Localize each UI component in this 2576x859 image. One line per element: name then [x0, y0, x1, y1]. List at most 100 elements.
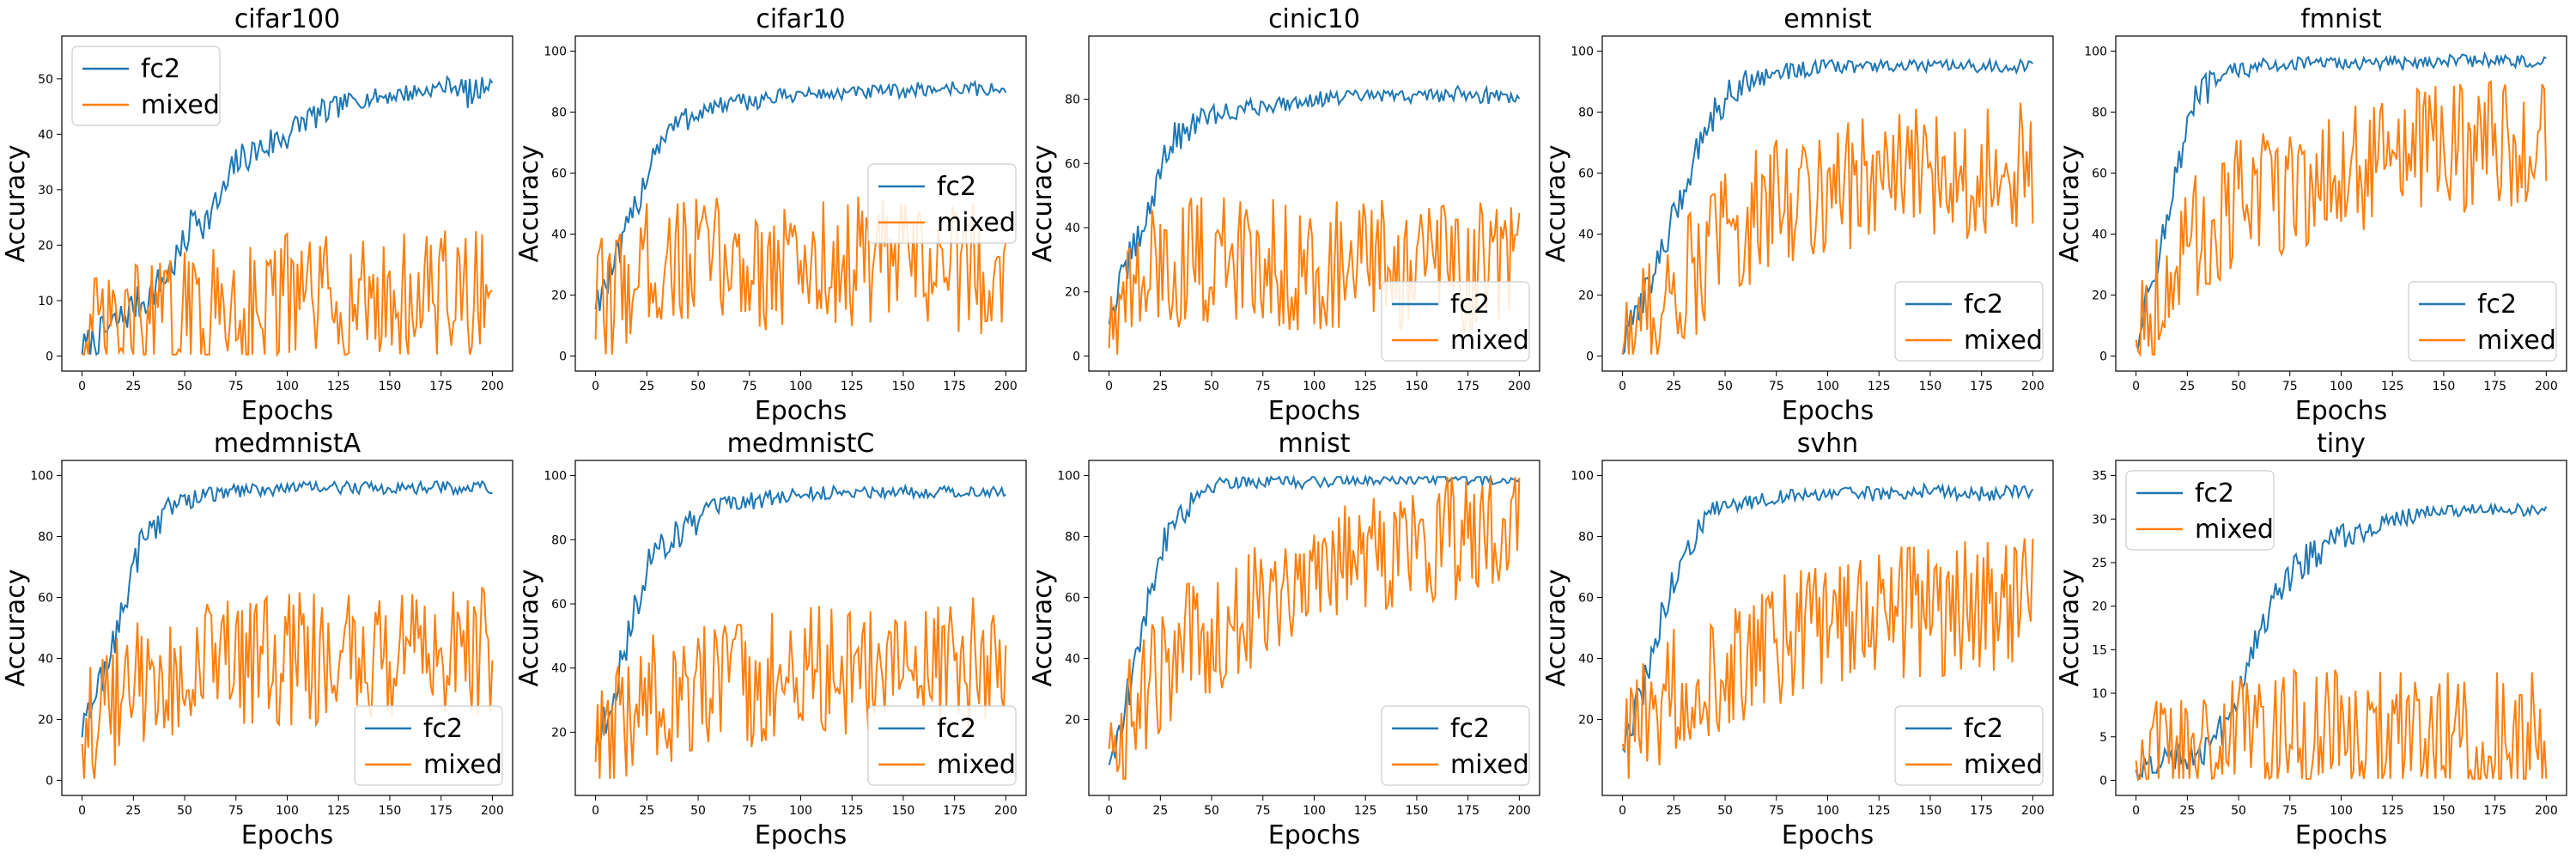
y-tick-label: 100 — [1571, 470, 1594, 484]
y-tick-label: 80 — [38, 531, 53, 545]
panel-mnist: mnist 0 25 50 75 100 125 150 175 200 20 40 60 80 100 Ep… — [1028, 429, 1540, 850]
x-tick-label: 150 — [1919, 804, 1942, 818]
legend-label-mixed: mixed — [937, 750, 1016, 780]
y-tick-label: 25 — [2092, 557, 2107, 570]
x-tick-label: 25 — [125, 380, 141, 393]
x-tick-label: 50 — [177, 380, 192, 393]
x-tick-label: 75 — [2282, 804, 2298, 818]
x-tick-label: 200 — [994, 804, 1018, 818]
x-tick-label: 25 — [2179, 804, 2195, 818]
x-axis-label: Epochs — [2295, 820, 2388, 850]
x-tick-label: 175 — [2483, 380, 2506, 393]
x-tick-label: 50 — [690, 804, 706, 818]
y-tick-label: 60 — [1065, 157, 1080, 171]
x-tick-label: 200 — [481, 380, 504, 393]
x-tick-label: 125 — [327, 804, 350, 818]
y-tick-label: 80 — [1065, 531, 1080, 545]
x-tick-label: 150 — [892, 804, 915, 818]
y-tick-label: 40 — [2092, 228, 2107, 241]
y-tick-label: 20 — [551, 726, 567, 740]
x-tick-label: 100 — [1303, 804, 1326, 818]
y-tick-label: 20 — [1065, 713, 1080, 727]
x-tick-label: 75 — [742, 804, 757, 818]
x-tick-label: 50 — [1717, 380, 1733, 393]
x-tick-label: 75 — [228, 804, 244, 818]
series-line-fc2 — [1621, 481, 2034, 754]
y-tick-label: 15 — [2092, 643, 2107, 657]
legend-label-mixed: mixed — [2195, 515, 2274, 545]
x-tick-label: 100 — [1303, 380, 1326, 393]
x-tick-label: 50 — [2231, 380, 2246, 393]
series-line-mixed — [1621, 102, 2034, 355]
x-tick-label: 25 — [639, 804, 654, 818]
series-line-fc2 — [2135, 51, 2547, 350]
y-tick-label: 20 — [38, 713, 53, 727]
panel-cifar100: cifar100 0 25 50 75 100 125 150 175 200 0 10 20 30 40 5… — [1, 4, 513, 426]
y-tick-label: 0 — [46, 350, 53, 363]
legend-label-mixed: mixed — [2477, 326, 2556, 356]
x-tick-label: 25 — [1152, 380, 1168, 393]
x-axis-label: Epochs — [241, 820, 334, 850]
x-tick-label: 125 — [1868, 804, 1891, 818]
x-tick-label: 150 — [2433, 804, 2456, 818]
legend-label-mixed: mixed — [1964, 750, 2043, 780]
x-tick-label: 25 — [2179, 380, 2195, 393]
y-axis-label: Accuracy — [514, 145, 544, 263]
x-tick-label: 175 — [1970, 380, 1993, 393]
x-tick-label: 25 — [125, 804, 141, 818]
legend-label-mixed: mixed — [1964, 326, 2043, 356]
y-tick-label: 60 — [38, 592, 53, 606]
y-tick-label: 80 — [551, 533, 567, 547]
x-tick-label: 75 — [228, 380, 244, 393]
series-line-mixed — [1108, 197, 1521, 355]
y-tick-label: 50 — [38, 73, 53, 87]
x-tick-label: 100 — [2330, 804, 2353, 818]
x-tick-label: 100 — [1816, 804, 1839, 818]
y-tick-label: 30 — [38, 184, 53, 198]
y-tick-label: 80 — [1065, 94, 1080, 107]
x-tick-label: 0 — [592, 380, 599, 393]
y-tick-label: 0 — [46, 774, 53, 788]
legend-label-fc2: fc2 — [1450, 714, 1490, 744]
x-tick-label: 50 — [1204, 380, 1219, 393]
x-tick-label: 175 — [429, 804, 453, 818]
legend-label-fc2: fc2 — [1964, 289, 2003, 320]
x-tick-label: 0 — [1619, 804, 1626, 818]
x-tick-label: 125 — [1868, 380, 1891, 393]
y-tick-label: 40 — [1578, 228, 1594, 241]
x-tick-label: 100 — [276, 380, 299, 393]
x-tick-label: 100 — [789, 804, 812, 818]
y-tick-label: 20 — [1578, 289, 1594, 302]
x-tick-label: 150 — [379, 804, 402, 818]
x-tick-label: 75 — [1769, 380, 1784, 393]
x-tick-label: 150 — [1406, 380, 1429, 393]
x-tick-label: 200 — [994, 380, 1018, 393]
y-tick-label: 100 — [544, 470, 567, 484]
y-tick-label: 80 — [551, 107, 567, 120]
x-tick-label: 0 — [2132, 804, 2140, 818]
panel-title: mnist — [1279, 429, 1351, 459]
legend-label-mixed: mixed — [423, 750, 502, 780]
panel-title: cinic10 — [1268, 4, 1360, 34]
x-tick-label: 25 — [1666, 804, 1681, 818]
x-tick-label: 75 — [1769, 804, 1784, 818]
y-tick-label: 80 — [2092, 107, 2107, 120]
series-line-fc2 — [594, 79, 1007, 312]
y-tick-label: 20 — [1578, 713, 1594, 727]
legend-label-mixed: mixed — [937, 208, 1016, 238]
x-tick-label: 175 — [2483, 804, 2506, 818]
panel-title: medmnistC — [727, 429, 875, 459]
panel-medmnistC: medmnistC 0 25 50 75 100 125 150 175 200 20 40 60 80 1… — [514, 429, 1027, 850]
y-tick-label: 80 — [1578, 531, 1594, 545]
legend-label-fc2: fc2 — [937, 172, 976, 202]
panel-title: medmnistA — [214, 429, 361, 459]
x-tick-label: 200 — [2021, 804, 2044, 818]
series-line-fc2 — [1108, 84, 1521, 325]
y-tick-label: 100 — [544, 46, 567, 59]
legend-label-mixed: mixed — [141, 90, 220, 120]
panel-fmnist: fmnist 0 25 50 75 100 125 150 175 200 0 20 40 60 80 100… — [2055, 4, 2567, 426]
series-line-mixed — [81, 587, 494, 779]
y-axis-label: Accuracy — [2055, 570, 2085, 687]
y-tick-label: 60 — [2092, 168, 2107, 181]
